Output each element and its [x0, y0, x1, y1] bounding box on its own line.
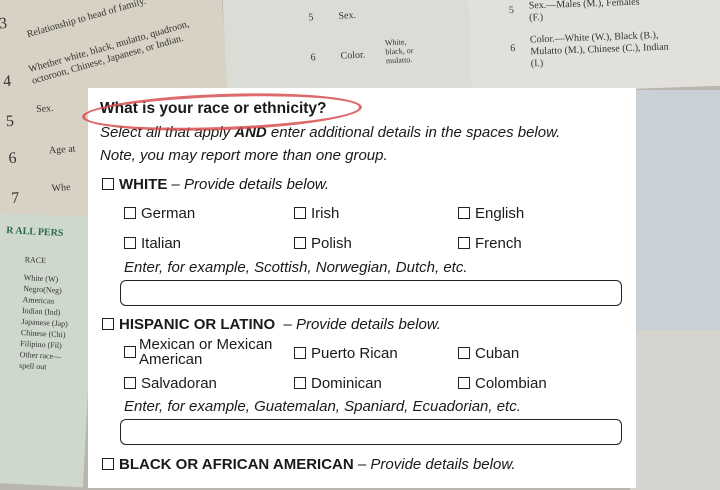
- checkbox-icon[interactable]: [124, 237, 136, 249]
- checkbox-colombian[interactable]: Colombian: [458, 375, 547, 392]
- checkbox-white[interactable]: WHITE – Provide details below.: [102, 176, 329, 193]
- checkbox-icon[interactable]: [458, 237, 470, 249]
- option-label: English: [475, 205, 525, 222]
- section-hint: – Provide details below.: [357, 456, 516, 473]
- example-text: Enter, for example, Guatemalan, Spaniard…: [124, 398, 521, 415]
- section-label: HISPANIC OR LATINO: [119, 316, 276, 333]
- section-hint: – Provide details below.: [283, 316, 442, 333]
- row-label: Color.—White (W.), Black (B.), Mulatto (…: [529, 29, 669, 70]
- row-number: 5: [5, 112, 15, 131]
- race-option: American Indian (Ind): [21, 295, 61, 318]
- row-label: White, black, or mulatto.: [384, 37, 414, 66]
- row-label: Color.: [340, 49, 366, 62]
- row-number: 3: [0, 15, 8, 33]
- race-list: White (W) Negro(Neg) American Indian (In…: [19, 272, 74, 373]
- row-number: 5: [308, 12, 314, 24]
- checkbox-german[interactable]: German: [124, 205, 195, 222]
- row-number: 7: [10, 189, 20, 208]
- background-census-sheet-right: 5 Sex.—Males (M.), Females (F.) 6 Color.…: [468, 0, 720, 95]
- race-option: Other race—spell out: [18, 349, 62, 372]
- row-number: 4: [2, 72, 12, 91]
- option-label: German: [141, 205, 196, 222]
- section-hint: – Provide details below.: [171, 176, 330, 193]
- row-number: 6: [7, 149, 18, 168]
- checkbox-polish[interactable]: Polish: [294, 235, 352, 252]
- row-number: 5: [508, 4, 515, 17]
- checkbox-irish[interactable]: Irish: [294, 205, 339, 222]
- checkbox-icon[interactable]: [458, 207, 470, 219]
- checkbox-french[interactable]: French: [458, 235, 522, 252]
- option-label: Cuban: [475, 345, 520, 362]
- option-label: Salvadoran: [141, 375, 217, 392]
- row-label: Whe: [51, 181, 71, 195]
- checkbox-icon[interactable]: [124, 346, 136, 358]
- checkbox-icon[interactable]: [294, 347, 306, 359]
- background-form-sheet: [630, 90, 720, 330]
- hispanic-details-input[interactable]: [120, 419, 622, 445]
- checkbox-icon[interactable]: [124, 377, 136, 389]
- option-label: Puerto Rican: [311, 345, 398, 362]
- checkbox-cuban[interactable]: Cuban: [458, 345, 519, 362]
- option-label: French: [475, 235, 522, 252]
- checkbox-icon[interactable]: [294, 377, 306, 389]
- instruction-line: Select all that apply AND enter addition…: [100, 124, 561, 141]
- row-label: Sex.: [338, 9, 357, 22]
- white-details-input[interactable]: [120, 280, 622, 306]
- checkbox-black[interactable]: BLACK OR AFRICAN AMERICAN – Provide deta…: [102, 456, 516, 473]
- checkbox-icon[interactable]: [458, 377, 470, 389]
- row-number: 6: [510, 42, 516, 55]
- example-text: Enter, for example, Scottish, Norwegian,…: [124, 259, 468, 276]
- checkbox-salvadoran[interactable]: Salvadoran: [124, 375, 217, 392]
- checkbox-hispanic[interactable]: HISPANIC OR LATINO – Provide details bel…: [102, 316, 441, 333]
- column-header: RACE: [24, 255, 47, 266]
- checkbox-icon[interactable]: [102, 178, 114, 190]
- checkbox-icon[interactable]: [102, 318, 114, 330]
- row-label: Sex.—Males (M.), Females (F.): [528, 0, 640, 24]
- option-label: Irish: [311, 205, 340, 222]
- checkbox-icon[interactable]: [294, 207, 306, 219]
- option-label: Polish: [311, 235, 352, 252]
- checkbox-puerto-rican[interactable]: Puerto Rican: [294, 345, 398, 362]
- row-label: Sex.: [35, 102, 54, 116]
- background-census-sheet-green: R ALL PERS RACE White (W) Negro(Neg) Ame…: [0, 212, 97, 488]
- instruction-line: Note, you may report more than one group…: [100, 147, 388, 164]
- checkbox-icon[interactable]: [124, 207, 136, 219]
- option-label: Colombian: [475, 375, 547, 392]
- header-text: R ALL PERS: [5, 225, 64, 240]
- option-label: Dominican: [311, 375, 382, 392]
- checkbox-italian[interactable]: Italian: [124, 235, 181, 252]
- race-ethnicity-form: What is your race or ethnicity? Select a…: [88, 88, 636, 488]
- question-title: What is your race or ethnicity?: [100, 100, 327, 117]
- option-label: Mexican or Mexican American: [139, 336, 273, 368]
- checkbox-dominican[interactable]: Dominican: [294, 375, 382, 392]
- checkbox-english[interactable]: English: [458, 205, 524, 222]
- option-label: Italian: [141, 235, 182, 252]
- checkbox-icon[interactable]: [458, 347, 470, 359]
- row-number: 6: [310, 52, 316, 64]
- background-handwritten-sheet: [630, 330, 720, 490]
- checkbox-mexican[interactable]: Mexican or Mexican American: [124, 337, 274, 367]
- checkbox-icon[interactable]: [102, 458, 114, 470]
- row-label: Age at: [48, 143, 76, 157]
- section-label: WHITE: [119, 176, 168, 193]
- checkbox-icon[interactable]: [294, 237, 306, 249]
- section-label: BLACK OR AFRICAN AMERICAN: [119, 456, 354, 473]
